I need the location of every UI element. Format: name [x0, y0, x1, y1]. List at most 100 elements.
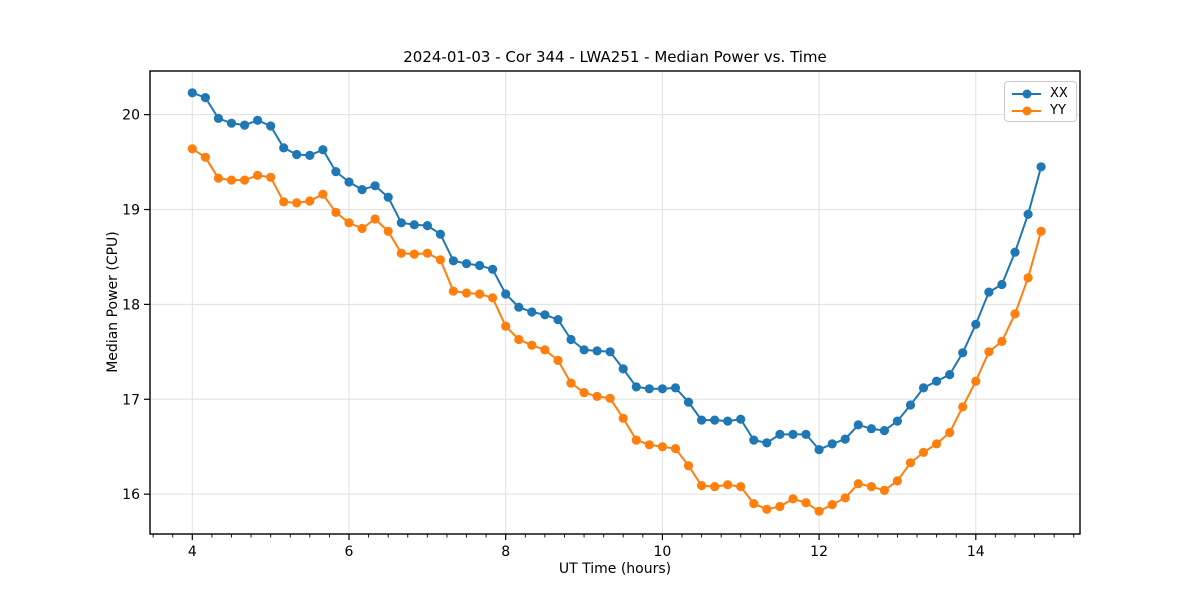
data-point-yy: [814, 506, 824, 516]
svg-text:16: 16: [122, 487, 140, 503]
data-point-yy: [762, 504, 772, 514]
data-point-xx: [318, 145, 328, 155]
data-point-yy: [213, 173, 223, 183]
data-point-xx: [226, 118, 237, 128]
data-point-xx: [448, 256, 458, 266]
data-point-yy: [592, 391, 602, 401]
data-point-xx: [631, 382, 641, 392]
data-point-xx: [409, 220, 419, 230]
data-point-yy: [240, 175, 250, 185]
svg-text:20: 20: [122, 108, 140, 124]
svg-text:12: 12: [810, 544, 828, 560]
data-point-yy: [422, 248, 432, 258]
data-point-yy: [448, 286, 458, 296]
data-point-xx: [736, 414, 746, 424]
svg-text:17: 17: [122, 392, 140, 408]
data-point-yy: [775, 501, 785, 512]
data-point-xx: [827, 439, 837, 449]
data-point-xx: [644, 384, 654, 394]
data-point-xx: [905, 400, 916, 410]
data-point-yy: [710, 482, 720, 492]
data-point-xx: [749, 435, 759, 445]
data-point-xx: [958, 348, 968, 358]
data-point-yy: [918, 447, 929, 457]
gridlines: [150, 71, 1080, 534]
data-point-xx: [213, 113, 223, 123]
data-point-yy: [971, 376, 981, 386]
data-point-yy: [1023, 273, 1033, 283]
data-point-xx: [540, 310, 550, 320]
data-point-yy: [514, 334, 524, 345]
data-point-yy: [840, 493, 850, 503]
data-point-xx: [710, 415, 720, 425]
data-point-xx: [788, 429, 798, 439]
data-point-yy: [501, 321, 511, 331]
data-point-xx: [422, 221, 432, 231]
data-point-yy: [553, 355, 563, 365]
data-point-yy: [200, 152, 210, 162]
data-point-xx: [501, 289, 511, 299]
svg-text:4: 4: [188, 544, 197, 560]
data-point-yy: [892, 476, 903, 486]
data-point-yy: [827, 500, 837, 510]
svg-text:6: 6: [345, 544, 354, 560]
legend-item-yy: YY: [1012, 102, 1068, 119]
data-point-yy: [226, 175, 237, 185]
data-point-yy: [605, 393, 615, 403]
data-point-yy: [266, 172, 276, 182]
data-point-xx: [605, 347, 615, 357]
legend-label-xx: XX: [1050, 86, 1068, 101]
data-point-xx: [461, 259, 472, 269]
data-point-yy: [579, 388, 589, 398]
data-point-yy: [631, 435, 641, 445]
legend-marker-icon: [1022, 106, 1031, 115]
svg-text:19: 19: [122, 203, 140, 219]
series-xx: [187, 88, 1046, 455]
data-point-xx: [1036, 162, 1046, 172]
series-yy: [187, 144, 1046, 516]
data-point-yy: [644, 440, 654, 450]
svg-text:14: 14: [967, 544, 985, 560]
data-point-yy: [488, 293, 498, 303]
data-point-xx: [475, 260, 485, 271]
axes-frame: [149, 70, 1081, 535]
data-point-xx: [396, 218, 406, 228]
data-point-yy: [435, 255, 445, 265]
data-point-xx: [579, 345, 589, 355]
legend: XX YY: [1004, 81, 1077, 122]
data-point-xx: [292, 149, 302, 160]
data-point-yy: [749, 499, 759, 509]
data-point-xx: [253, 115, 263, 125]
data-point-yy: [1036, 226, 1046, 236]
data-point-yy: [461, 288, 472, 298]
data-point-xx: [344, 177, 354, 187]
data-point-xx: [266, 121, 276, 131]
data-point-xx: [370, 181, 380, 191]
data-point-yy: [618, 413, 628, 423]
y-tick-labels: 16 17 18 19 20: [122, 108, 140, 504]
data-point-yy: [1010, 309, 1020, 319]
data-point-yy: [187, 144, 197, 154]
data-point-yy: [905, 458, 916, 468]
data-point-yy: [331, 207, 341, 217]
data-point-yy: [723, 480, 733, 490]
data-point-xx: [723, 416, 733, 426]
data-point-xx: [762, 438, 772, 448]
data-point-xx: [892, 416, 903, 426]
y-axis-label: Median Power (CPU): [105, 231, 121, 373]
legend-marker-icon: [1022, 89, 1031, 98]
axis-ticks: [144, 114, 1075, 540]
data-point-yy: [540, 345, 550, 355]
data-point-xx: [240, 120, 250, 130]
data-point-yy: [932, 439, 942, 449]
data-point-yy: [357, 223, 367, 234]
data-point-xx: [514, 302, 524, 312]
data-point-yy: [318, 189, 328, 199]
data-point-xx: [775, 429, 785, 439]
data-point-yy: [253, 170, 263, 180]
data-point-xx: [853, 420, 863, 430]
legend-item-xx: XX: [1012, 85, 1068, 102]
data-point-yy: [475, 289, 485, 299]
